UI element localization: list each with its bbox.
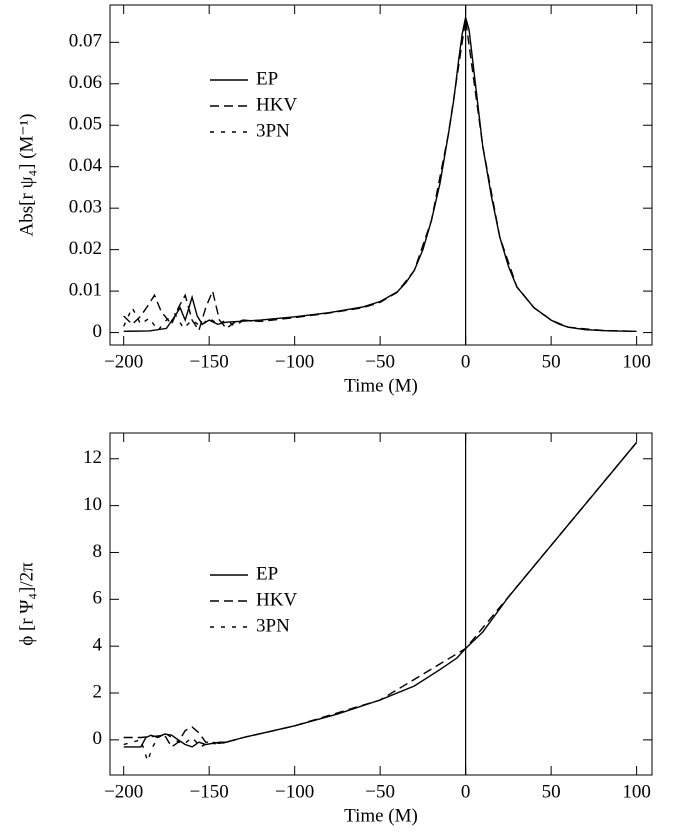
legend-label: EP — [256, 68, 278, 89]
plot-frame — [109, 4, 653, 346]
y-tick-label: 10 — [83, 494, 102, 515]
y-tick-label: 0.05 — [69, 114, 102, 135]
y-tick-label: 0.06 — [69, 72, 102, 93]
x-tick-label: −150 — [190, 351, 229, 372]
y-tick-label: 2 — [93, 681, 103, 702]
x-tick-label: 0 — [461, 781, 471, 802]
x-axis-label: Time (M) — [344, 375, 418, 396]
y-tick-label: 0.01 — [69, 279, 102, 300]
series-line — [123, 19, 637, 333]
x-tick-label: 50 — [542, 351, 561, 372]
x-tick-label: 100 — [622, 781, 651, 802]
x-tick-label: 0 — [461, 351, 471, 372]
x-tick-label: −50 — [365, 781, 395, 802]
y-tick-label: 0.07 — [69, 31, 102, 52]
y-tick-label: 0.03 — [69, 197, 102, 218]
y-axis-label: Abs[r ψ₄] (M⁻¹) — [16, 114, 37, 237]
y-tick-label: 8 — [93, 541, 103, 562]
legend-label: HKV — [256, 94, 297, 115]
series-line — [123, 441, 638, 748]
plot-frame — [109, 432, 653, 776]
series-line — [123, 731, 244, 764]
x-tick-label: −200 — [104, 351, 143, 372]
x-tick-label: 100 — [622, 351, 651, 372]
x-tick-label: −200 — [104, 781, 143, 802]
x-tick-label: −100 — [275, 351, 314, 372]
x-tick-label: −150 — [190, 781, 229, 802]
y-tick-label: 0 — [93, 321, 103, 342]
y-axis-label: ϕ [r Ψ₄]/2π — [16, 562, 37, 646]
x-tick-label: 50 — [542, 781, 561, 802]
series-line — [123, 17, 637, 332]
legend-label: HKV — [256, 589, 297, 610]
y-tick-label: 4 — [93, 635, 103, 656]
x-tick-label: −100 — [275, 781, 314, 802]
series-line — [123, 441, 638, 748]
legend-label: EP — [256, 563, 278, 584]
y-tick-label: 0.02 — [69, 238, 102, 259]
y-tick-label: 12 — [83, 447, 102, 468]
legend-label: 3PN — [256, 120, 290, 141]
x-tick-label: −50 — [365, 351, 395, 372]
x-axis-label: Time (M) — [344, 805, 418, 826]
y-tick-label: 6 — [93, 588, 103, 609]
y-tick-label: 0.04 — [69, 155, 103, 176]
legend-label: 3PN — [256, 615, 290, 636]
y-tick-label: 0 — [93, 728, 103, 749]
series-line — [123, 306, 252, 332]
